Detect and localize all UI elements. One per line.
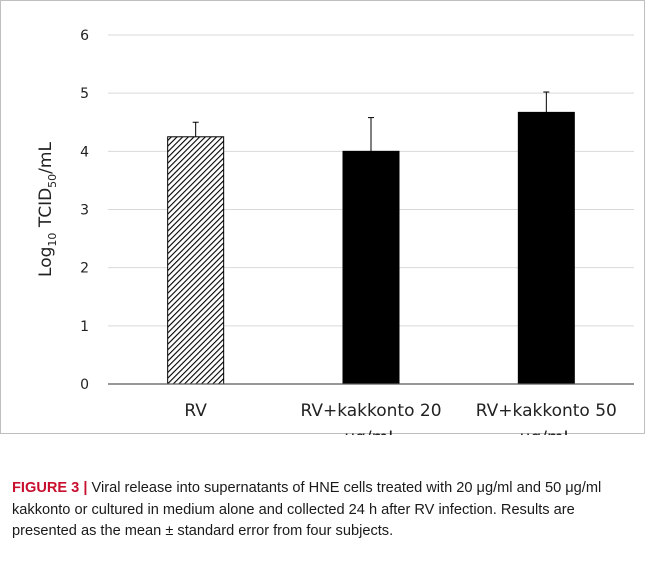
x-category-label: μg/mL [344, 428, 398, 435]
x-category-label: RV+kakkonto 50 [476, 401, 617, 421]
y-label-part: Log [36, 247, 56, 277]
y-axis-ticks: 0 1 2 3 4 5 6 [80, 28, 89, 393]
y-label-part: TCID [36, 188, 56, 233]
y-tick-label: 1 [80, 319, 89, 335]
x-category-label: RV [184, 401, 207, 421]
x-axis-labels: RV RV+kakkonto 20 μg/mL RV+kakkonto 50 μg/mL [184, 401, 616, 435]
figure-label: FIGURE 3 | [12, 480, 88, 496]
y-axis-label: Log10 TCID50/mL [36, 142, 59, 277]
figure-caption: FIGURE 3 | Viral release into supernatan… [12, 478, 640, 543]
y-tick-label: 6 [80, 28, 89, 44]
y-label-part: 10 [46, 233, 59, 247]
caption-text: Viral release into supernatants of HNE c… [12, 480, 602, 539]
x-category-label: μg/mL [520, 428, 574, 435]
bar [342, 150, 400, 385]
y-tick-label: 5 [80, 86, 89, 102]
bar-chart: 0 1 2 3 4 5 6 RV RV+kakkonto 20 μg/mL RV+kakkonto… [36, 28, 634, 435]
bars [167, 111, 575, 385]
x-category-label: RV+kakkonto 20 [300, 401, 441, 421]
y-tick-label: 3 [80, 203, 89, 219]
y-label-part: 50 [46, 174, 59, 188]
y-tick-label: 4 [80, 144, 89, 160]
chart-frame: 0 1 2 3 4 5 6 RV RV+kakkonto 20 μg/mL RV+kakkonto… [0, 0, 645, 435]
y-tick-label: 2 [80, 261, 89, 277]
error-bars [192, 91, 550, 152]
y-tick-label: 0 [80, 377, 89, 393]
bar [167, 136, 225, 385]
y-label-part: /mL [36, 142, 56, 174]
bar [517, 111, 575, 385]
